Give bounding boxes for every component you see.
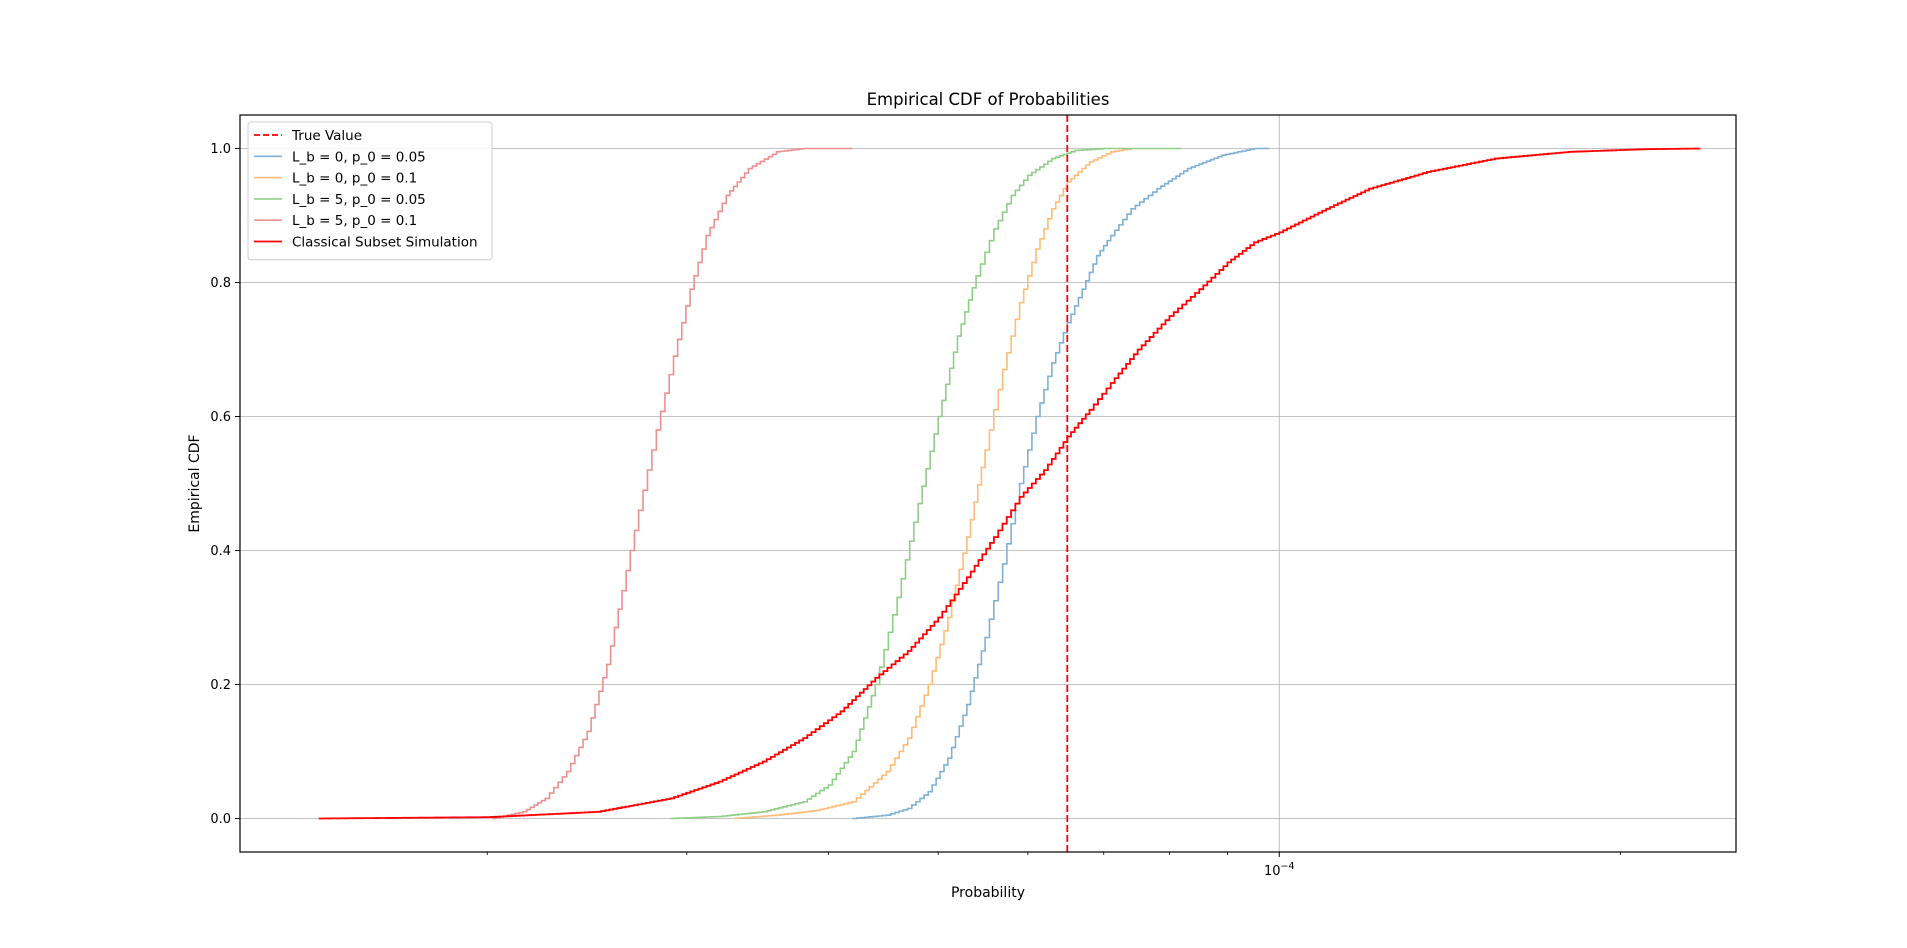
series-line-1 [852,147,1270,820]
chart-title: Empirical CDF of Probabilities [867,90,1110,109]
legend-label-4: L_b = 5, p_0 = 0.05 [292,192,426,208]
series-lines [318,147,1701,820]
y-tick-label: 0.4 [210,544,231,559]
x-axis-label: Probability [951,885,1025,901]
legend-label-6: Classical Subset Simulation [292,235,478,251]
legend-label-2: L_b = 0, p_0 = 0.05 [292,149,426,165]
y-tick-label: 0.2 [210,678,231,693]
series-line-4 [492,147,853,820]
axis-ticks: 0.0 0.2 0.4 0.6 0.8 1.0 10−4 [210,142,1621,879]
x-tick-label: 10−4 [1264,861,1295,879]
y-tick-label: 0.6 [210,410,231,425]
legend-label-5: L_b = 5, p_0 = 0.1 [292,213,417,229]
y-tick-label: 0.8 [210,276,231,291]
legend-label-1: True Value [291,128,362,144]
y-tick-label: 1.0 [210,142,231,157]
series-line-3 [670,147,1182,820]
y-tick-label: 0.0 [210,812,231,827]
y-axis-label: Empirical CDF [187,434,203,532]
plot-frame [239,114,1737,853]
legend: True Value L_b = 0, p_0 = 0.05 L_b = 0, p_… [247,121,493,261]
series-line-5 [318,147,1701,820]
legend-box [247,121,493,261]
legend-label-3: L_b = 0, p_0 = 0.1 [292,171,417,187]
grid [240,115,1736,852]
